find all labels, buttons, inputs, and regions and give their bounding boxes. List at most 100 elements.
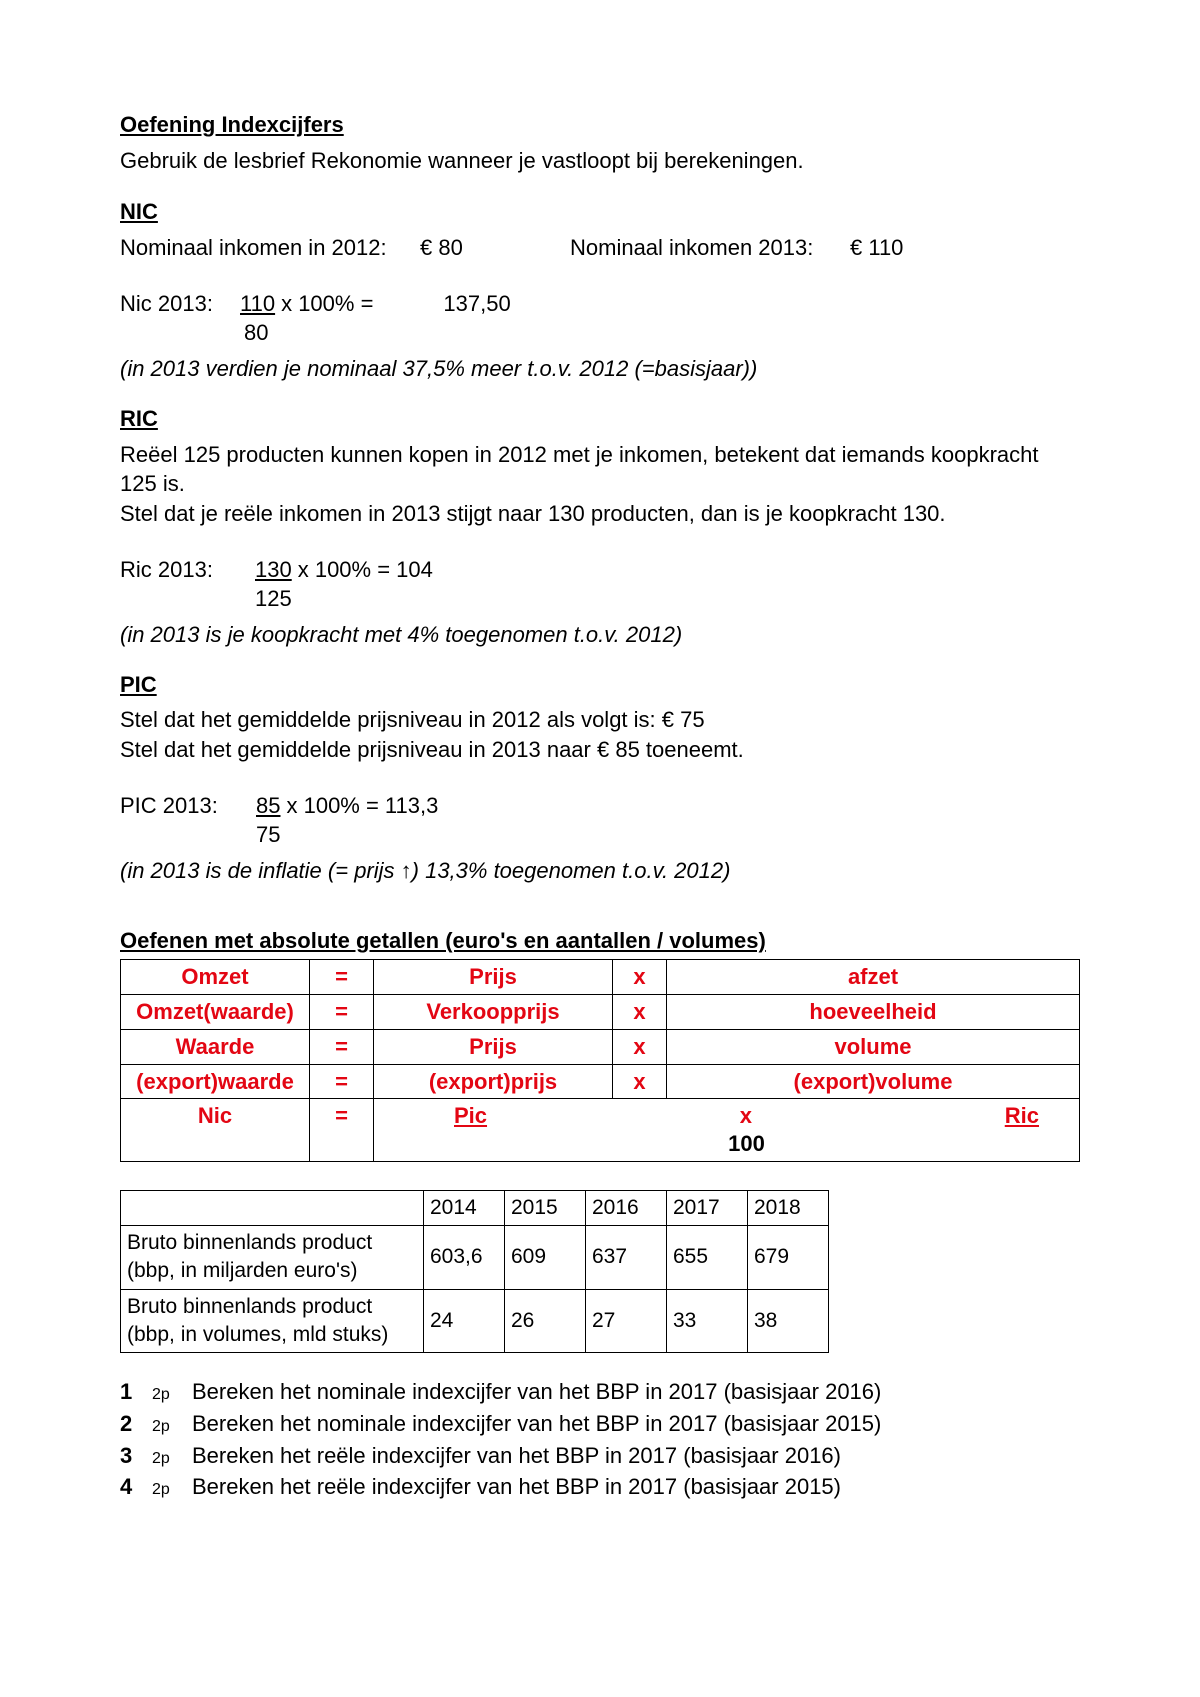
formula-row: (export)waarde = (export)prijs x (export… <box>121 1064 1080 1099</box>
pic-p2: Stel dat het gemiddelde prijsniveau in 2… <box>120 735 1080 765</box>
formula-row: Waarde = Prijs x volume <box>121 1029 1080 1064</box>
formula-x: x <box>740 1101 752 1131</box>
data-row-label: Bruto binnenlands product (bbp, in milja… <box>121 1225 424 1289</box>
formula-cell: hoeveelheid <box>667 995 1080 1030</box>
formula-nic-row: Nic = Pic x Ric 100 <box>121 1099 1080 1161</box>
document-page: Oefening Indexcijfers Gebruik de lesbrie… <box>0 0 1200 1697</box>
ric-denominator: 125 <box>255 584 292 614</box>
question-text: Bereken het nominale indexcijfer van het… <box>192 1377 1080 1407</box>
formula-ric: Ric <box>1005 1101 1039 1131</box>
formula-row: Omzet(waarde) = Verkoopprijs x hoeveelhe… <box>121 995 1080 1030</box>
nic-numerator: 110 <box>240 289 275 319</box>
question-points: 2p <box>152 1416 182 1438</box>
formula-cell: (export)volume <box>667 1064 1080 1099</box>
data-year: 2014 <box>424 1190 505 1225</box>
pic-p1: Stel dat het gemiddelde prijsniveau in 2… <box>120 705 1080 735</box>
nic-2012-label: Nominaal inkomen in 2012: <box>120 233 420 263</box>
question-number: 1 <box>120 1377 142 1407</box>
questions-block: 1 2p Bereken het nominale indexcijfer va… <box>120 1377 1080 1502</box>
formula-cell: x <box>613 995 667 1030</box>
pic-heading: PIC <box>120 670 1080 700</box>
formula-hundred: 100 <box>454 1129 1039 1159</box>
question-row: 1 2p Bereken het nominale indexcijfer va… <box>120 1377 1080 1407</box>
nic-heading: NIC <box>120 197 1080 227</box>
ric-note: (in 2013 is je koopkracht met 4% toegeno… <box>120 620 1080 650</box>
nic-2013-label: Nominaal inkomen 2013: <box>570 233 850 263</box>
data-year: 2016 <box>586 1190 667 1225</box>
data-year: 2017 <box>667 1190 748 1225</box>
formula-cell: x <box>613 960 667 995</box>
data-cell: 637 <box>586 1225 667 1289</box>
formula-heading: Oefenen met absolute getallen (euro's en… <box>120 926 1080 956</box>
nic-2012-value: € 80 <box>420 233 570 263</box>
intro-text: Gebruik de lesbrief Rekonomie wanneer je… <box>120 146 1080 176</box>
data-year: 2015 <box>505 1190 586 1225</box>
formula-cell: x <box>613 1064 667 1099</box>
data-cell: 609 <box>505 1225 586 1289</box>
formula-cell: = <box>310 1029 374 1064</box>
data-table: 2014 2015 2016 2017 2018 Bruto binnenlan… <box>120 1190 829 1354</box>
ric-calc-label: Ric 2013: <box>120 555 255 585</box>
nic-denominator: 80 <box>240 318 268 348</box>
formula-cell: Omzet(waarde) <box>121 995 310 1030</box>
question-text: Bereken het nominale indexcijfer van het… <box>192 1409 1080 1439</box>
pic-calc-label: PIC 2013: <box>120 791 250 821</box>
pic-calc-rest: x 100% = 113,3 <box>286 791 438 821</box>
data-cell: 27 <box>586 1289 667 1353</box>
data-header-row: 2014 2015 2016 2017 2018 <box>121 1190 829 1225</box>
formula-cell: Prijs <box>374 1029 613 1064</box>
nic-2013-value: € 110 <box>850 233 903 263</box>
nic-calc-label: Nic 2013: <box>120 289 240 319</box>
ric-numerator: 130 <box>255 555 292 585</box>
question-points: 2p <box>152 1448 182 1470</box>
formula-cell: Nic <box>121 1099 310 1161</box>
formula-cell: = <box>310 1099 374 1161</box>
formula-cell: = <box>310 960 374 995</box>
ric-fraction: 130 125 <box>255 555 292 614</box>
ric-calc: Ric 2013: 130 125 x 100% = 104 <box>120 555 1080 614</box>
data-row: Bruto binnenlands product (bbp, in volum… <box>121 1289 829 1353</box>
pic-note: (in 2013 is de inflatie (= prijs ↑) 13,3… <box>120 856 1080 886</box>
formula-cell: x <box>613 1029 667 1064</box>
question-text: Bereken het reële indexcijfer van het BB… <box>192 1441 1080 1471</box>
data-cell: 603,6 <box>424 1225 505 1289</box>
formula-cell: (export)waarde <box>121 1064 310 1099</box>
formula-cell: Omzet <box>121 960 310 995</box>
pic-numerator: 85 <box>250 791 280 821</box>
question-row: 2 2p Bereken het nominale indexcijfer va… <box>120 1409 1080 1439</box>
nic-values-line: Nominaal inkomen in 2012: € 80 Nominaal … <box>120 233 1080 263</box>
ric-heading: RIC <box>120 404 1080 434</box>
formula-cell: = <box>310 995 374 1030</box>
question-text: Bereken het reële indexcijfer van het BB… <box>192 1472 1080 1502</box>
formula-cell: afzet <box>667 960 1080 995</box>
formula-cell: Verkoopprijs <box>374 995 613 1030</box>
formula-row: Omzet = Prijs x afzet <box>121 960 1080 995</box>
data-row: Bruto binnenlands product (bbp, in milja… <box>121 1225 829 1289</box>
question-row: 3 2p Bereken het reële indexcijfer van h… <box>120 1441 1080 1471</box>
question-points: 2p <box>152 1479 182 1501</box>
data-cell: 679 <box>748 1225 829 1289</box>
formula-pic: Pic <box>454 1101 487 1131</box>
formula-cell: (export)prijs <box>374 1064 613 1099</box>
formula-cell: volume <box>667 1029 1080 1064</box>
formula-cell: Prijs <box>374 960 613 995</box>
question-points: 2p <box>152 1384 182 1406</box>
nic-fraction: 110 80 <box>240 289 275 348</box>
nic-calc-rest: x 100% = <box>281 289 373 319</box>
data-cell: 24 <box>424 1289 505 1353</box>
formula-table: Omzet = Prijs x afzet Omzet(waarde) = Ve… <box>120 959 1080 1161</box>
ric-p2: Stel dat je reële inkomen in 2013 stijgt… <box>120 499 1080 529</box>
pic-calc: PIC 2013: 85 75 x 100% = 113,3 <box>120 791 1080 850</box>
question-number: 3 <box>120 1441 142 1471</box>
data-cell: 38 <box>748 1289 829 1353</box>
formula-cell: Waarde <box>121 1029 310 1064</box>
nic-note: (in 2013 verdien je nominaal 37,5% meer … <box>120 354 1080 384</box>
ric-p1: Reëel 125 producten kunnen kopen in 2012… <box>120 440 1080 499</box>
data-empty-header <box>121 1190 424 1225</box>
data-year: 2018 <box>748 1190 829 1225</box>
question-number: 2 <box>120 1409 142 1439</box>
data-row-label: Bruto binnenlands product (bbp, in volum… <box>121 1289 424 1353</box>
ric-calc-rest: x 100% = 104 <box>298 555 433 585</box>
data-cell: 33 <box>667 1289 748 1353</box>
data-cell: 26 <box>505 1289 586 1353</box>
